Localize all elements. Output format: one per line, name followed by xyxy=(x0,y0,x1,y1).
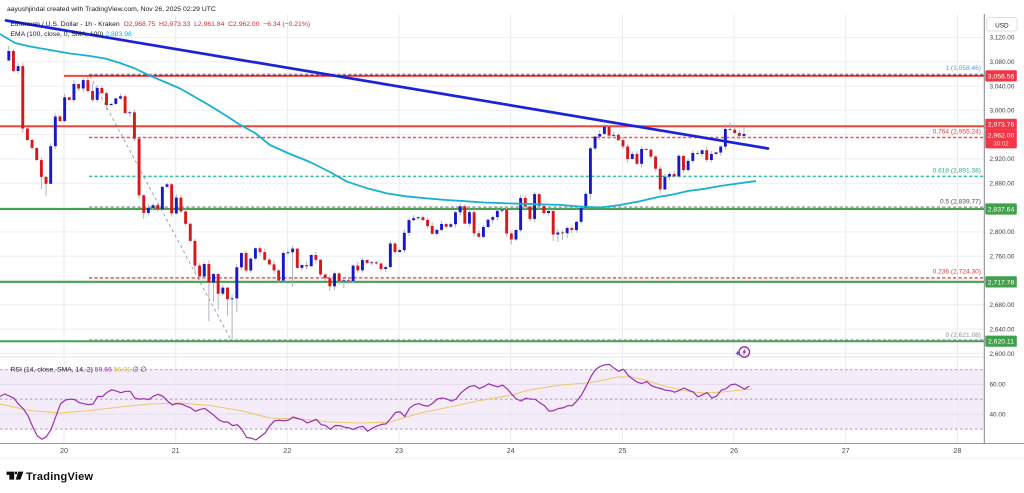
svg-text:0.764 (2,955.24): 0.764 (2,955.24) xyxy=(933,129,981,136)
svg-text:2,973.76: 2,973.76 xyxy=(988,122,1015,129)
svg-text:2,640.00: 2,640.00 xyxy=(990,326,1015,333)
svg-text:USD: USD xyxy=(995,22,1009,29)
svg-text:26: 26 xyxy=(730,446,738,455)
svg-text:3,040.00: 3,040.00 xyxy=(990,83,1015,90)
svg-text:30:02: 30:02 xyxy=(993,140,1009,147)
svg-text:2,920.00: 2,920.00 xyxy=(990,156,1015,163)
svg-text:20: 20 xyxy=(60,446,68,455)
svg-text:0.5 (2,839.77): 0.5 (2,839.77) xyxy=(940,198,981,205)
svg-text:3,120.00: 3,120.00 xyxy=(990,35,1015,42)
svg-text:28: 28 xyxy=(953,446,961,455)
svg-text:2,962.00: 2,962.00 xyxy=(988,133,1015,140)
svg-text:23: 23 xyxy=(395,446,403,455)
svg-text:TradingView: TradingView xyxy=(26,471,94,483)
svg-text:Ethereum / U.S. Dollar - 1h -: Ethereum / U.S. Dollar - 1h - Kraken O2,… xyxy=(11,21,311,28)
svg-text:27: 27 xyxy=(842,446,850,455)
svg-text:2,600.00: 2,600.00 xyxy=(990,351,1015,358)
svg-text:EMA (100, close, 0, SMA, 100): EMA (100, close, 0, SMA, 100) 2,883.98 xyxy=(11,31,133,38)
svg-text:0 (2,621.08): 0 (2,621.08) xyxy=(945,332,981,339)
svg-text:0.236 (2,724.30): 0.236 (2,724.30) xyxy=(933,269,981,276)
svg-text:3,000.00: 3,000.00 xyxy=(990,108,1015,115)
svg-text:2,760.00: 2,760.00 xyxy=(990,254,1015,261)
svg-text:1 (3,058.46): 1 (3,058.46) xyxy=(945,65,981,72)
svg-text:aayushjindal created with Trad: aayushjindal created with TradingView.co… xyxy=(7,6,216,13)
svg-text:40.00: 40.00 xyxy=(990,411,1006,418)
svg-text:2,680.00: 2,680.00 xyxy=(990,302,1015,309)
svg-text:22: 22 xyxy=(283,446,291,455)
svg-text:21: 21 xyxy=(172,446,180,455)
svg-text:2,717.78: 2,717.78 xyxy=(988,279,1015,286)
svg-text:3,056.56: 3,056.56 xyxy=(988,73,1015,80)
svg-text:RSI (14, close, SMA, 14, 2) 59: RSI (14, close, SMA, 14, 2) 59.66 56.01 … xyxy=(11,366,147,373)
svg-text:24: 24 xyxy=(507,446,515,455)
svg-text:60.00: 60.00 xyxy=(990,382,1006,389)
svg-text:2,620.11: 2,620.11 xyxy=(988,339,1014,346)
svg-text:2,800.00: 2,800.00 xyxy=(990,229,1015,236)
svg-text:25: 25 xyxy=(618,446,626,455)
svg-text:2,837.64: 2,837.64 xyxy=(988,206,1015,213)
svg-text:3,080.00: 3,080.00 xyxy=(990,59,1015,66)
svg-text:0.618 (2,891.38): 0.618 (2,891.38) xyxy=(933,168,981,175)
svg-text:2,880.00: 2,880.00 xyxy=(990,181,1015,188)
